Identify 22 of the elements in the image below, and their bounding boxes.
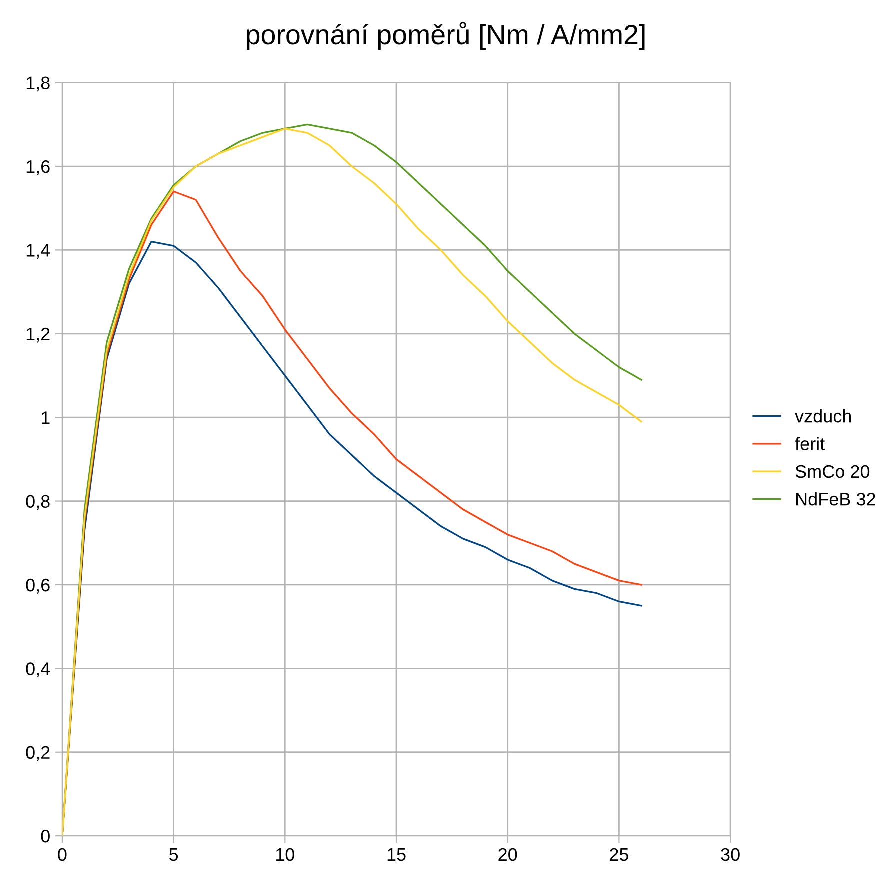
- x-tick-label: 10: [276, 848, 294, 862]
- y-tick-label: 0: [41, 830, 50, 843]
- x-tick-label: 0: [58, 848, 67, 862]
- y-tick-label: 1,2: [26, 328, 50, 343]
- legend-label: vzduch: [795, 410, 852, 423]
- y-tick-label: 1,4: [26, 244, 50, 260]
- x-tick-label: 5: [169, 848, 178, 862]
- y-tick-label: 1,6: [26, 160, 50, 176]
- y-tick-label: 0,6: [26, 578, 50, 594]
- y-tick-label: 0,2: [26, 746, 50, 762]
- y-tick-label: 0,8: [26, 495, 50, 510]
- x-tick-label: 25: [610, 848, 628, 862]
- x-tick-label: 30: [721, 848, 740, 862]
- x-tick-label: 20: [498, 848, 518, 862]
- x-tick-label: 15: [388, 848, 406, 862]
- legend-label: SmCo 20: [796, 465, 870, 478]
- y-tick-label: 1: [42, 412, 50, 424]
- legend-label: ferit: [795, 437, 825, 450]
- chart-title: porovnání poměrů [Nm / A/mm2]: [247, 22, 645, 50]
- legend-label: NdFeB 32: [796, 492, 876, 506]
- y-tick-label: 0,4: [26, 662, 50, 678]
- y-tick-label: 1,8: [26, 76, 50, 92]
